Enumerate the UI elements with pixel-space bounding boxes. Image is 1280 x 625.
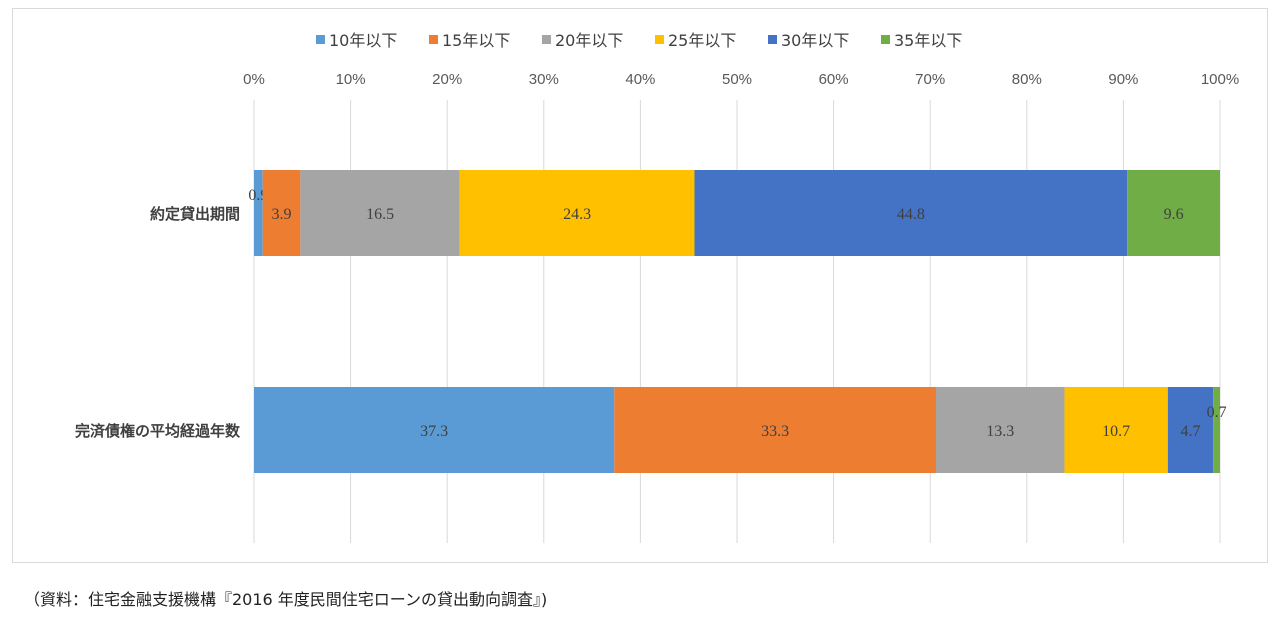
data-label: 37.3 bbox=[420, 423, 448, 440]
bar-segment bbox=[262, 170, 301, 256]
data-label: 10.7 bbox=[1102, 423, 1130, 440]
bar-segment bbox=[694, 170, 1128, 256]
x-tick-label: 50% bbox=[722, 71, 752, 88]
x-tick-label: 0% bbox=[243, 71, 265, 88]
data-label: 24.3 bbox=[563, 206, 591, 223]
bar-segment bbox=[1213, 387, 1220, 473]
legend-swatch bbox=[881, 35, 890, 44]
x-tick-label: 100% bbox=[1201, 71, 1239, 88]
x-tick-label: 10% bbox=[336, 71, 366, 88]
x-tick-label: 80% bbox=[1012, 71, 1042, 88]
x-tick-label: 90% bbox=[1108, 71, 1138, 88]
chart-frame bbox=[12, 8, 1268, 563]
legend-label: 30年以下 bbox=[781, 31, 849, 50]
bar-segment bbox=[1127, 170, 1220, 256]
legend-label: 25年以下 bbox=[668, 31, 736, 50]
source-note: （資料：住宅金融支援機構『2016 年度民間住宅ローンの貸出動向調査』) bbox=[24, 590, 548, 609]
legend-swatch bbox=[316, 35, 325, 44]
data-label: 13.3 bbox=[986, 423, 1014, 440]
bar-segment bbox=[459, 170, 695, 256]
bar-segment bbox=[254, 170, 263, 256]
bar-segment bbox=[614, 387, 936, 473]
bar-segment bbox=[1064, 387, 1168, 473]
x-tick-label: 60% bbox=[819, 71, 849, 88]
category-label: 完済債権の平均経過年数 bbox=[75, 422, 241, 440]
data-label: 3.9 bbox=[272, 206, 292, 223]
data-label: 0.7 bbox=[1207, 404, 1227, 421]
legend-label: 10年以下 bbox=[329, 31, 397, 50]
legend-swatch bbox=[768, 35, 777, 44]
data-label: 44.8 bbox=[897, 206, 925, 223]
data-label: 4.7 bbox=[1181, 423, 1201, 440]
x-tick-label: 70% bbox=[915, 71, 945, 88]
legend-label: 20年以下 bbox=[555, 31, 623, 50]
legend-label: 35年以下 bbox=[894, 31, 962, 50]
x-tick-label: 30% bbox=[529, 71, 559, 88]
legend-label: 15年以下 bbox=[442, 31, 510, 50]
bar-segment bbox=[1167, 387, 1214, 473]
data-label: 33.3 bbox=[761, 423, 789, 440]
data-label: 9.6 bbox=[1164, 206, 1184, 223]
x-tick-label: 20% bbox=[432, 71, 462, 88]
category-label: 約定貸出期間 bbox=[150, 205, 240, 223]
x-tick-label: 40% bbox=[625, 71, 655, 88]
legend-swatch bbox=[655, 35, 664, 44]
bar-segment bbox=[300, 170, 460, 256]
bar-segment bbox=[935, 387, 1065, 473]
bar-segment bbox=[254, 387, 615, 473]
data-label: 16.5 bbox=[366, 206, 394, 223]
legend-swatch bbox=[429, 35, 438, 44]
legend-swatch bbox=[542, 35, 551, 44]
